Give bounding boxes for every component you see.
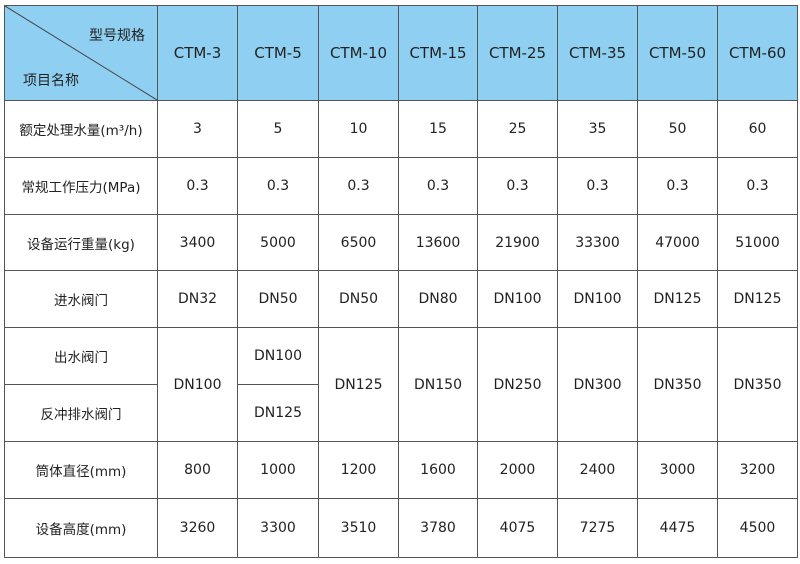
row-outlet: 出水阀门 DN100 DN100 DN125 DN150 DN250 DN300… (4, 327, 798, 442)
cell: 50 (637, 100, 718, 158)
row-label: 设备高度(mm) (4, 498, 158, 558)
cell: DN50 (318, 270, 399, 328)
row-flow: 额定处理水量(m³/h) 3 5 10 15 25 35 50 60 (4, 100, 798, 158)
cell: 21900 (477, 214, 558, 271)
cell: 0.3 (398, 157, 478, 215)
model-header: CTM-25 (477, 5, 558, 101)
row-backwash: 反冲排水阀门 DN125 (4, 384, 798, 442)
cell: 4475 (637, 498, 718, 558)
row-label: 反冲排水阀门 (4, 384, 158, 442)
cell: 7275 (557, 498, 638, 558)
row-label: 进水阀门 (4, 270, 158, 328)
cell: 10 (318, 100, 399, 158)
cell: DN250 (477, 327, 558, 442)
cell: DN350 (717, 327, 798, 442)
cell: DN100 (557, 270, 638, 328)
row-weight: 设备运行重量(kg) 3400 5000 6500 13600 21900 33300 470… (4, 214, 798, 271)
row-label: 筒体直径(mm) (4, 441, 158, 499)
corner-cell: 型号规格 项目名称 (4, 5, 158, 101)
row-height: 设备高度(mm) 3260 3300 3510 3780 4075 7275 4475 4500 (4, 498, 798, 558)
cell: DN125 (237, 384, 319, 442)
cell: 1600 (398, 441, 478, 499)
cell: DN125 (717, 270, 798, 328)
cell: 2000 (477, 441, 558, 499)
corner-bottom-label: 项目名称 (23, 73, 79, 89)
cell: DN125 (637, 270, 718, 328)
cell: 3000 (637, 441, 718, 499)
cell: 35 (557, 100, 638, 158)
cell: DN100 (157, 327, 238, 442)
cell: 3780 (398, 498, 478, 558)
row-pressure: 常规工作压力(MPa) 0.3 0.3 0.3 0.3 0.3 0.3 0.3 0.3 (4, 157, 798, 215)
model-header: CTM-50 (637, 5, 718, 101)
cell: 15 (398, 100, 478, 158)
cell: 60 (717, 100, 798, 158)
cell: DN50 (237, 270, 319, 328)
row-label: 额定处理水量(m³/h) (4, 100, 158, 158)
cell: 51000 (717, 214, 798, 271)
cell: DN100 (237, 327, 319, 385)
cell: 3300 (237, 498, 319, 558)
model-header: CTM-35 (557, 5, 638, 101)
cell: 6500 (318, 214, 399, 271)
cell: DN80 (398, 270, 478, 328)
cell: 3510 (318, 498, 399, 558)
cell: 0.3 (557, 157, 638, 215)
cell: 1200 (318, 441, 399, 499)
cell: DN300 (557, 327, 638, 442)
model-header: CTM-3 (157, 5, 238, 101)
row-inlet: 进水阀门 DN32 DN50 DN50 DN80 DN100 DN100 DN125 DN125 (4, 270, 798, 328)
cell: 3200 (717, 441, 798, 499)
cell: 3 (157, 100, 238, 158)
cell: 47000 (637, 214, 718, 271)
spec-table: 型号规格 项目名称 CTM-3 CTM-5 CTM-10 CTM-15 CTM-… (4, 5, 798, 558)
cell: DN32 (157, 270, 238, 328)
cell: 3260 (157, 498, 238, 558)
cell: 4500 (717, 498, 798, 558)
row-label: 出水阀门 (4, 327, 158, 385)
cell: 0.3 (157, 157, 238, 215)
cell: 4075 (477, 498, 558, 558)
header-row: 型号规格 项目名称 CTM-3 CTM-5 CTM-10 CTM-15 CTM-… (4, 5, 798, 101)
cell: DN350 (637, 327, 718, 442)
row-label: 设备运行重量(kg) (4, 214, 158, 271)
cell: 13600 (398, 214, 478, 271)
cell: DN100 (477, 270, 558, 328)
cell: 1000 (237, 441, 319, 499)
cell: 2400 (557, 441, 638, 499)
cell: 5000 (237, 214, 319, 271)
cell: 800 (157, 441, 238, 499)
row-diameter: 筒体直径(mm) 800 1000 1200 1600 2000 2400 3000 3200 (4, 441, 798, 499)
cell: 25 (477, 100, 558, 158)
cell: 0.3 (318, 157, 399, 215)
model-header: CTM-15 (398, 5, 478, 101)
cell: 3400 (157, 214, 238, 271)
cell: 0.3 (637, 157, 718, 215)
cell: 5 (237, 100, 319, 158)
cell: 0.3 (717, 157, 798, 215)
cell: 33300 (557, 214, 638, 271)
model-header: CTM-60 (717, 5, 798, 101)
cell: 0.3 (477, 157, 558, 215)
model-header: CTM-10 (318, 5, 399, 101)
cell: 0.3 (237, 157, 319, 215)
cell: DN125 (318, 327, 399, 442)
cell: DN150 (398, 327, 478, 442)
diagonal-line (5, 6, 157, 100)
model-header: CTM-5 (237, 5, 319, 101)
row-label: 常规工作压力(MPa) (4, 157, 158, 215)
corner-top-label: 型号规格 (89, 28, 145, 44)
